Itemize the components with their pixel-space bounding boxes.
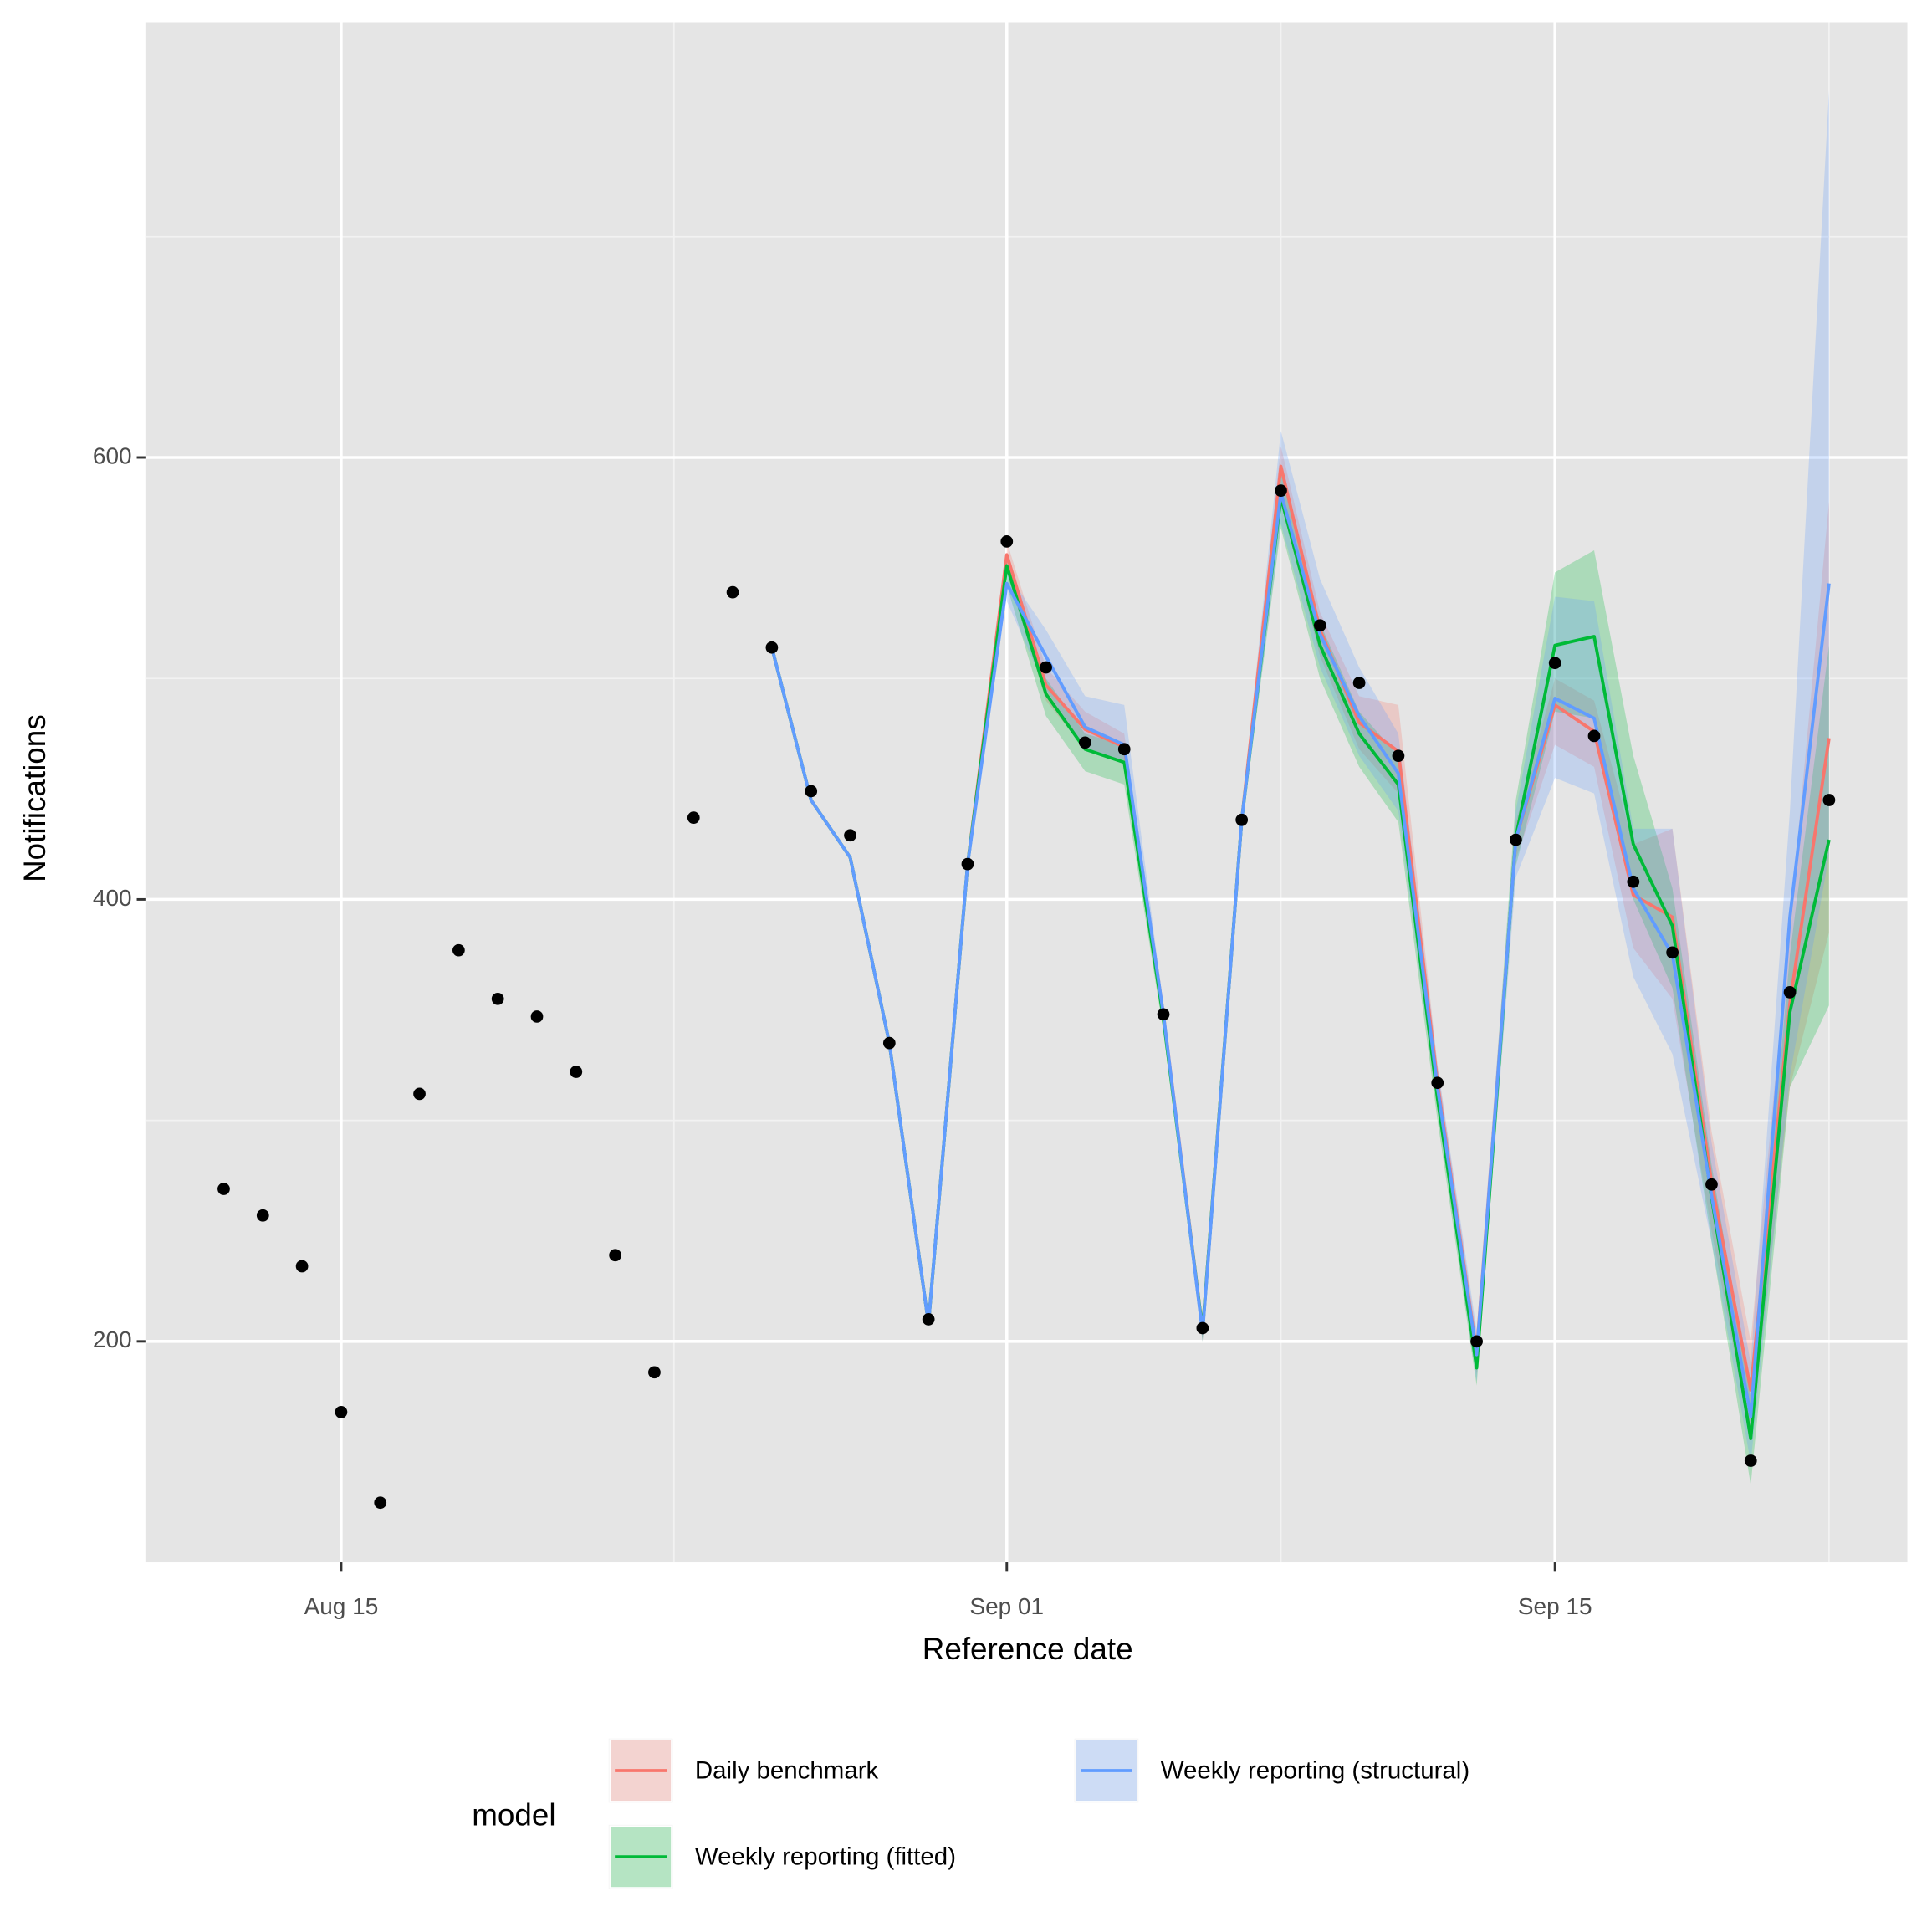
axes: 200 400 600 Aug 15 Sep 01 Sep 15: [93, 442, 1592, 1619]
observed-point: [374, 1496, 387, 1510]
legend: model Daily benchmark Weekly reporting (f…: [472, 1738, 1469, 1889]
observed-point: [1392, 749, 1405, 763]
observed-point: [1548, 657, 1561, 670]
observed-point: [726, 585, 739, 599]
observed-point: [335, 1406, 348, 1418]
observed-point: [1470, 1335, 1483, 1348]
observed-point: [1352, 677, 1366, 689]
x-tick-label: Aug 15: [304, 1593, 379, 1619]
observed-point: [295, 1260, 309, 1273]
observed-point: [648, 1366, 661, 1379]
observed-point: [1275, 484, 1287, 498]
observed-point: [1079, 736, 1091, 749]
observed-point: [1431, 1076, 1444, 1090]
y-tick-label: 600: [93, 442, 132, 468]
x-tick-label: Sep 01: [969, 1593, 1044, 1619]
observed-point: [961, 857, 974, 871]
grid: [145, 22, 1908, 1563]
legend-title: model: [472, 1798, 555, 1832]
observed-point: [922, 1313, 935, 1326]
observed-point: [1000, 535, 1014, 548]
observed-point: [1627, 875, 1640, 888]
plot-panel: [145, 22, 1908, 1563]
observed-point: [1196, 1321, 1209, 1335]
observed-point: [1705, 1178, 1718, 1191]
observed-point: [1157, 1008, 1170, 1021]
ribbon: [1006, 468, 1829, 1485]
marks: [217, 90, 1836, 1510]
observed-point: [1744, 1454, 1757, 1467]
observed-point: [491, 992, 504, 1005]
x-axis-title: Reference date: [923, 1632, 1133, 1666]
observed-point: [882, 1036, 896, 1050]
observed-point: [1040, 661, 1052, 674]
observed-point: [1783, 986, 1797, 999]
observed-point: [1587, 729, 1601, 743]
observed-point: [1117, 743, 1131, 756]
observed-point: [765, 641, 779, 654]
observed-point: [1313, 619, 1326, 632]
observed-point: [1510, 833, 1522, 846]
legend-label: Weekly reporting (fitted): [695, 1843, 956, 1870]
observed-point: [570, 1066, 583, 1078]
observed-point: [452, 943, 465, 957]
y-tick-label: 400: [93, 885, 132, 911]
observed-point: [1235, 813, 1249, 826]
observed-point: [805, 785, 818, 798]
series-line: [770, 491, 1831, 1418]
observed-point: [609, 1249, 621, 1262]
observed-point: [687, 811, 700, 825]
y-axis-title: Notifications: [18, 714, 52, 882]
legend-label: Daily benchmark: [695, 1756, 879, 1784]
observed-point: [1822, 794, 1836, 806]
observed-point: [530, 1010, 544, 1023]
observed-point: [844, 829, 856, 842]
legend-label: Weekly reporting (structural): [1161, 1756, 1469, 1784]
observed-point: [1666, 946, 1679, 959]
observed-point: [256, 1209, 269, 1222]
x-tick-label: Sep 15: [1518, 1593, 1592, 1619]
observed-point: [217, 1183, 230, 1195]
observed-point: [413, 1087, 426, 1101]
y-tick-label: 200: [93, 1326, 132, 1352]
